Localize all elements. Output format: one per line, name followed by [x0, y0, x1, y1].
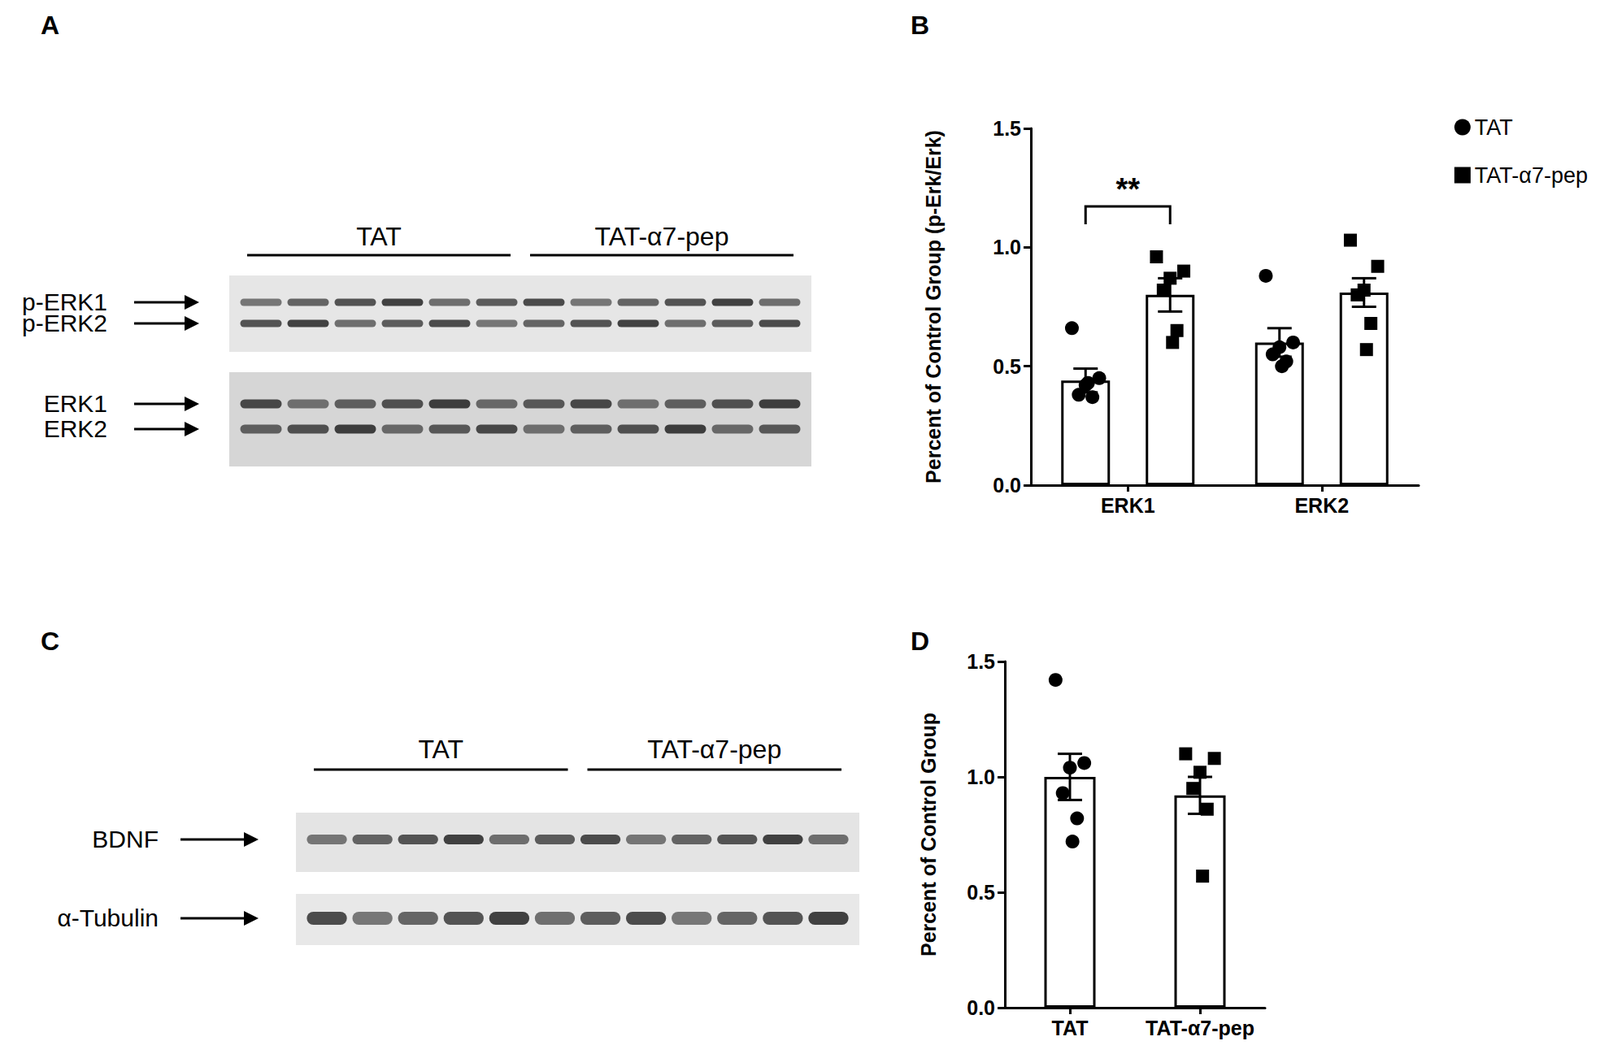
svg-text:0.0: 0.0 [992, 473, 1022, 497]
svg-text:0.0: 0.0 [966, 996, 996, 1020]
svg-text:TAT: TAT [1474, 115, 1514, 140]
svg-text:TAT-α7-pep: TAT-α7-pep [647, 734, 782, 765]
svg-text:B: B [910, 10, 930, 40]
svg-text:TAT: TAT [356, 221, 402, 252]
svg-text:ERK1: ERK1 [43, 390, 108, 418]
svg-text:TAT: TAT [417, 734, 464, 765]
svg-text:1.0: 1.0 [966, 765, 996, 789]
svg-text:p-ERK2: p-ERK2 [21, 309, 108, 337]
svg-text:TAT-α7-pep: TAT-α7-pep [595, 221, 730, 252]
svg-text:ERK2: ERK2 [1294, 494, 1349, 518]
svg-text:0.5: 0.5 [992, 355, 1022, 379]
svg-text:1.0: 1.0 [992, 235, 1022, 259]
svg-text:ERK1: ERK1 [1100, 494, 1156, 518]
svg-text:TAT: TAT [1052, 1017, 1089, 1040]
svg-text:ERK2: ERK2 [43, 415, 108, 443]
svg-text:1.5: 1.5 [966, 650, 996, 674]
svg-text:TAT-α7-pep: TAT-α7-pep [1145, 1017, 1255, 1040]
svg-text:p-ERK1: p-ERK1 [21, 288, 108, 316]
svg-text:1.5: 1.5 [992, 117, 1022, 140]
svg-text:Percent of Control Group (p-Er: Percent of Control Group (p-Erk/Erk) [921, 130, 945, 484]
svg-text:**: ** [1115, 172, 1140, 207]
svg-text:α-Tubulin: α-Tubulin [56, 904, 159, 932]
svg-text:C: C [40, 626, 60, 657]
svg-text:BDNF: BDNF [91, 826, 159, 853]
svg-text:TAT-α7-pep: TAT-α7-pep [1474, 163, 1588, 188]
svg-text:0.5: 0.5 [966, 881, 996, 905]
svg-text:D: D [910, 626, 930, 657]
svg-text:A: A [40, 10, 60, 40]
svg-text:Percent of Control Group: Percent of Control Group [917, 713, 940, 957]
